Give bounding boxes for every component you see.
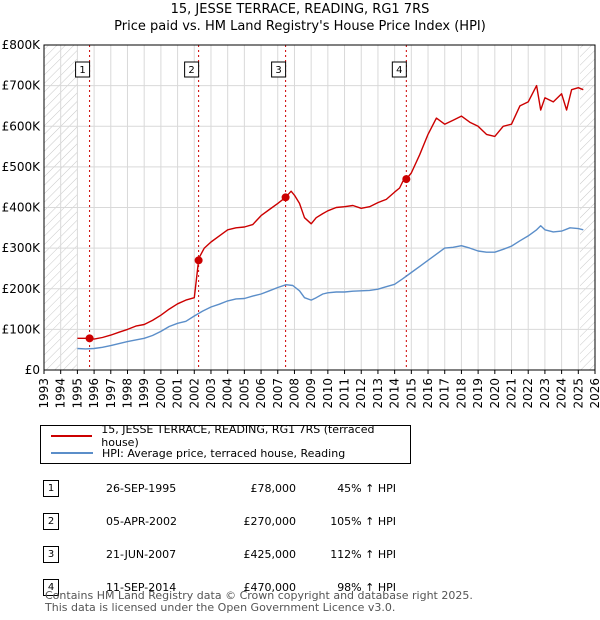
legend-label-hpi: HPI: Average price, terraced house, Read… xyxy=(102,446,346,460)
x-tick-label: 2014 xyxy=(388,378,402,409)
sale-label-box-3 xyxy=(271,61,287,78)
legend-label-property: 15, JESSE TERRACE, READING, RG1 7RS (ter… xyxy=(101,423,375,449)
x-tick-label: 2000 xyxy=(154,378,168,409)
x-tick-label: 1998 xyxy=(120,378,134,409)
table-row: 2 05-APR-2002 £270,000 105% ↑ HPI xyxy=(40,505,396,538)
x-tick-label: 2018 xyxy=(454,378,468,409)
x-tick-label: 2005 xyxy=(237,378,251,409)
x-tick-label: 2010 xyxy=(321,378,335,409)
legend: 15, JESSE TERRACE, READING, RG1 7RS (ter… xyxy=(40,423,411,464)
x-tick-label: 2008 xyxy=(287,378,301,409)
sale-number-badge: 3 xyxy=(43,546,59,563)
sale-marker-1 xyxy=(85,334,94,343)
x-tick-label: 2006 xyxy=(254,378,268,409)
sale-label-3: 3 xyxy=(275,65,281,76)
legend-swatch-property xyxy=(51,435,93,437)
x-tick-label: 2013 xyxy=(371,378,385,409)
sale-hpi-change: 105% ↑ HPI xyxy=(330,515,396,528)
x-tick-label: 1995 xyxy=(70,378,84,409)
x-tick-label: 2003 xyxy=(204,378,218,409)
sale-hpi-change: 45% ↑ HPI xyxy=(337,482,396,495)
y-tick-label: £300K xyxy=(2,241,42,255)
y-tick-label: £600K xyxy=(2,119,42,133)
sale-price: £270,000 xyxy=(243,515,297,528)
x-tick-label: 2011 xyxy=(338,378,352,409)
x-tick-label: 2015 xyxy=(404,378,418,409)
sale-date: 11-SEP-2014 xyxy=(106,581,177,594)
x-tick-label: 2024 xyxy=(555,378,569,409)
sale-number-badge: 2 xyxy=(43,513,59,530)
sale-marker-2 xyxy=(194,256,203,265)
x-tick-label: 2020 xyxy=(488,378,502,409)
sale-date: 05-APR-2002 xyxy=(106,515,178,528)
x-tick-label: 2025 xyxy=(571,378,585,409)
x-tick-label: 2009 xyxy=(304,378,318,409)
x-tick-label: 2021 xyxy=(505,378,519,409)
sale-date: 26-SEP-1995 xyxy=(106,482,177,495)
legend-swatch-hpi xyxy=(51,452,93,454)
sale-price: £78,000 xyxy=(250,482,297,495)
table-row: 3 21-JUN-2007 £425,000 112% ↑ HPI xyxy=(40,538,396,571)
hpi-line xyxy=(77,225,584,350)
y-tick-label: £500K xyxy=(2,160,42,174)
sale-label-4: 4 xyxy=(396,65,402,76)
x-tick-label: 1993 xyxy=(37,378,51,409)
legend-item-hpi: HPI: Average price, terraced house, Read… xyxy=(41,445,345,461)
x-tick-label: 2019 xyxy=(471,378,485,409)
footer-licence: This data is licensed under the Open Gov… xyxy=(45,601,396,614)
y-tick-label: £800K xyxy=(2,38,42,52)
x-tick-label: 2007 xyxy=(271,378,285,409)
sale-number-badge: 1 xyxy=(43,480,59,497)
x-tick-label: 1996 xyxy=(87,378,101,409)
x-tick-label: 2023 xyxy=(538,378,552,409)
x-tick-label: 2004 xyxy=(221,378,235,409)
sale-date: 21-JUN-2007 xyxy=(106,548,177,561)
y-tick-label: £700K xyxy=(2,79,42,93)
x-tick-label: 2022 xyxy=(521,378,535,409)
x-tick-label: 2026 xyxy=(588,378,600,409)
sale-label-box-4 xyxy=(391,61,407,78)
property-price-line xyxy=(77,84,584,340)
x-tick-label: 2016 xyxy=(421,378,435,409)
sale-label-box-2 xyxy=(184,61,200,78)
sale-label-box-1 xyxy=(75,61,91,78)
x-tick-label: 1999 xyxy=(137,378,151,409)
price-chart: 1 2 3 4 £0 £100K £200K £300K £400K £500K £600K £70… xyxy=(2,38,600,409)
legend-item-property: 15, JESSE TERRACE, READING, RG1 7RS (ter… xyxy=(41,423,410,449)
sale-marker-4 xyxy=(402,175,411,184)
table-row: 4 11-SEP-2014 £470,000 98% ↑ HPI xyxy=(40,571,396,604)
y-tick-label: £100K xyxy=(2,322,42,336)
chart-subtitle: Price paid vs. HM Land Registry's House … xyxy=(114,19,486,34)
table-row: 1 26-SEP-1995 £78,000 45% ↑ HPI xyxy=(40,472,396,505)
sales-table: 1 26-SEP-1995 £78,000 45% ↑ HPI 2 05-APR… xyxy=(40,472,396,604)
plot-frame xyxy=(43,44,596,371)
x-tick-label: 2017 xyxy=(438,378,452,409)
sale-price: £470,000 xyxy=(243,581,297,594)
x-tick-label: 2001 xyxy=(171,378,185,409)
sale-number-badge: 4 xyxy=(43,579,59,596)
sale-label-2: 2 xyxy=(188,65,194,76)
y-tick-label: £200K xyxy=(2,282,42,296)
sale-hpi-change: 98% ↑ HPI xyxy=(337,581,396,594)
y-tick-label: £400K xyxy=(2,201,42,215)
x-tick-label: 2012 xyxy=(354,378,368,409)
x-tick-label: 1994 xyxy=(54,378,68,409)
sale-hpi-change: 112% ↑ HPI xyxy=(330,548,396,561)
footer-copyright: Contains HM Land Registry data © Crown c… xyxy=(45,589,473,602)
chart-title: 15, JESSE TERRACE, READING, RG1 7RS xyxy=(170,2,430,17)
y-tick-label: £0 xyxy=(25,363,40,377)
sale-price: £425,000 xyxy=(243,548,297,561)
sale-label-1: 1 xyxy=(79,65,85,76)
sale-marker-3 xyxy=(281,193,290,202)
x-tick-label: 1997 xyxy=(104,378,118,409)
x-tick-label: 2002 xyxy=(187,378,201,409)
